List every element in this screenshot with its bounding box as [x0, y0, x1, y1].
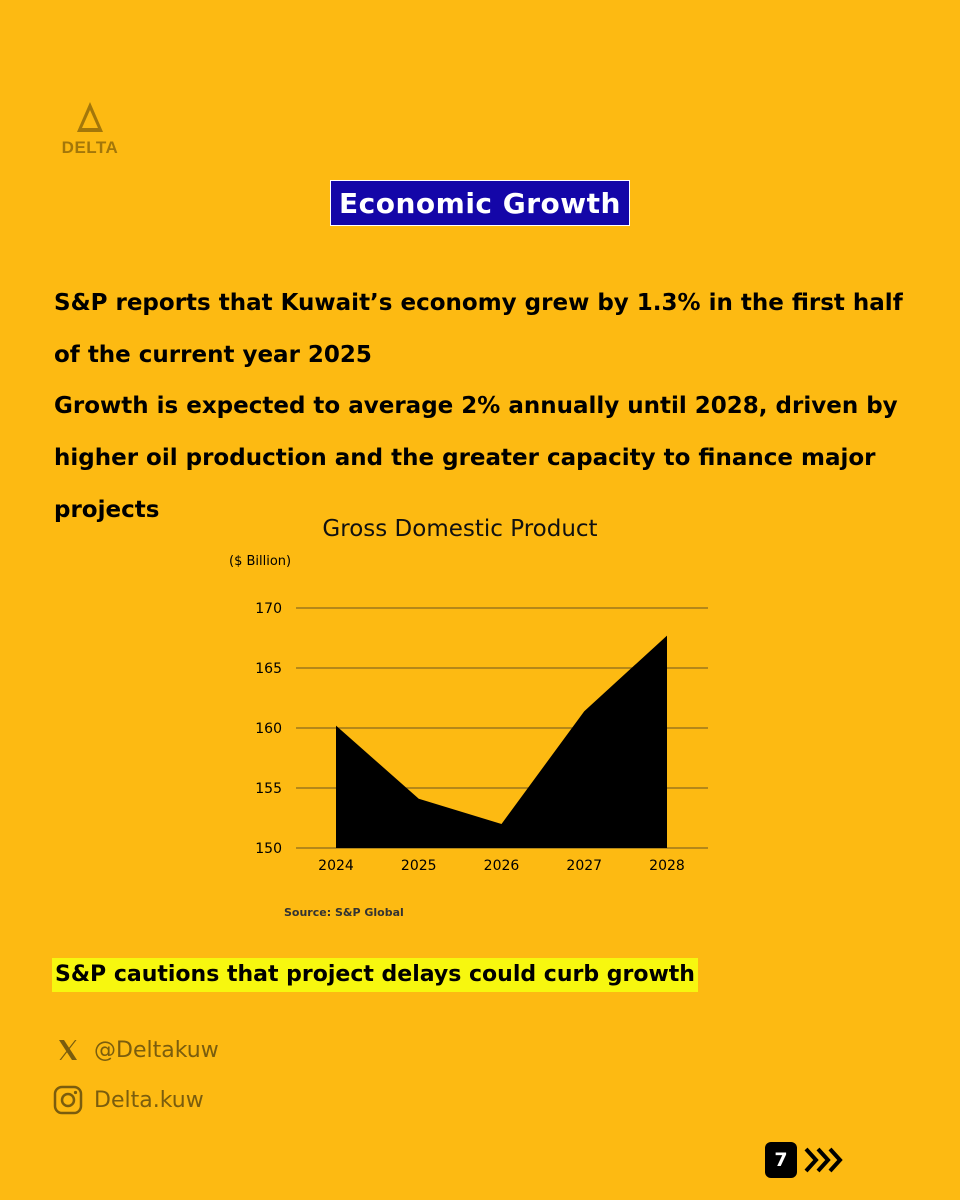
y-tick-label: 155	[255, 781, 282, 797]
x-tick-label: 2026	[484, 858, 520, 874]
y-tick-label: 165	[255, 661, 282, 677]
x-handle: @Deltakuw	[94, 1037, 219, 1063]
x-tick-label: 2025	[401, 858, 437, 874]
x-tick-label: 2024	[318, 858, 354, 874]
delta-logo: DELTA	[60, 100, 120, 158]
y-tick-label: 170	[255, 601, 282, 617]
paragraph-2: Growth is expected to average 2% annuall…	[54, 393, 898, 523]
y-tick-label: 160	[255, 721, 282, 737]
y-tick-label: 150	[255, 841, 282, 857]
x-link[interactable]: @Deltakuw	[52, 1034, 219, 1066]
delta-triangle-icon	[77, 102, 103, 132]
callout-highlight: S&P cautions that project delays could c…	[52, 958, 698, 992]
gdp-area-series	[336, 635, 667, 848]
instagram-icon	[52, 1084, 84, 1116]
chart-y-unit: ($ Billion)	[229, 554, 292, 569]
page-title: Economic Growth	[330, 180, 630, 226]
chart-source: Source: S&P Global	[284, 906, 404, 919]
x-tick-label: 2027	[566, 858, 602, 874]
instagram-handle: Delta.kuw	[94, 1087, 204, 1113]
brand-name: DELTA	[61, 138, 119, 157]
x-icon	[52, 1034, 84, 1066]
x-tick-label: 2028	[649, 858, 685, 874]
page-number: 7	[765, 1142, 797, 1178]
chart-title: Gross Domestic Product	[322, 516, 598, 542]
paragraph-1: S&P reports that Kuwait’s economy grew b…	[54, 290, 903, 368]
next-page-icon[interactable]	[804, 1145, 846, 1175]
instagram-link[interactable]: Delta.kuw	[52, 1084, 204, 1116]
